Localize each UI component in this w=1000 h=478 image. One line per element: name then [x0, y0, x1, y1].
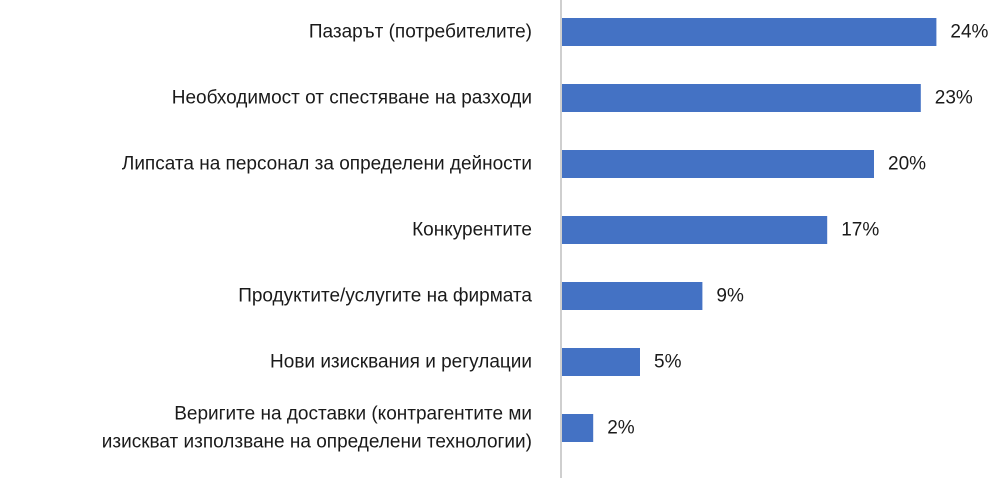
- value-label-6: 2%: [607, 418, 635, 439]
- category-label-5: Нови изисквания и регулации: [270, 352, 532, 373]
- bar-1: [562, 84, 921, 112]
- bar-3: [562, 216, 828, 244]
- bar-2: [562, 150, 874, 178]
- category-label-1: Необходимост от спестяване на разходи: [172, 88, 532, 109]
- value-label-0: 24%: [950, 22, 988, 43]
- category-label-4: Продуктите/услугите на фирмата: [238, 286, 532, 307]
- value-labels-group: 24% 23% 20% 17% 9% 5% 2%: [607, 22, 988, 439]
- bar-0: [562, 18, 937, 46]
- value-label-4: 9%: [716, 286, 744, 307]
- category-label-2: Липсата на персонал за определени дейнос…: [122, 154, 532, 175]
- bar-5: [562, 348, 640, 376]
- bars-group: [562, 18, 937, 442]
- value-label-2: 20%: [888, 154, 926, 175]
- category-label-6-line-1: изискват използване на определени технол…: [102, 432, 532, 453]
- category-label-0: Пазарът (потребителите): [309, 22, 532, 43]
- bar-4: [562, 282, 703, 310]
- category-label-3: Конкурентите: [412, 220, 532, 241]
- category-labels-group: Пазарът (потребителите) Необходимост от с…: [102, 22, 533, 453]
- value-label-1: 23%: [935, 88, 973, 109]
- category-label-6-line-0: Веригите на доставки (контрагентите ми: [174, 404, 532, 425]
- value-label-3: 17%: [841, 220, 879, 241]
- value-label-5: 5%: [654, 352, 682, 373]
- bar-6: [562, 414, 594, 442]
